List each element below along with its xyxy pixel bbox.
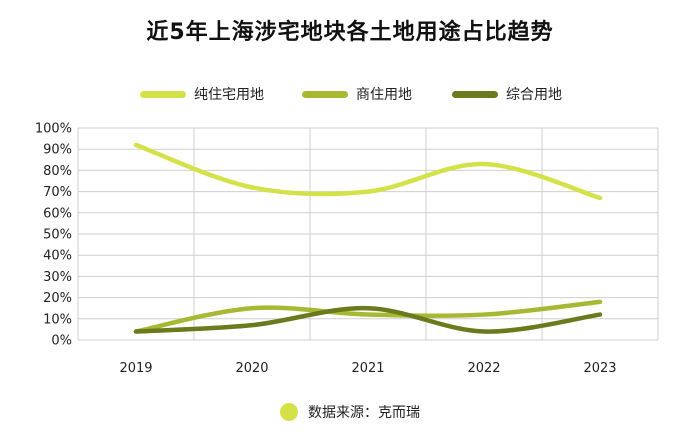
- y-tick-label: 80%: [43, 164, 72, 179]
- legend-label-commercial-residential: 商住用地: [356, 87, 412, 103]
- legend-label-residential: 纯住宅用地: [194, 87, 264, 103]
- y-tick-label: 90%: [43, 143, 72, 158]
- x-tick-label: 2019: [119, 361, 152, 376]
- x-tick-label: 2022: [467, 361, 500, 376]
- x-tick-label: 2023: [583, 361, 616, 376]
- source-text: 数据来源：克而瑞: [308, 405, 420, 421]
- y-tick-label: 30%: [43, 270, 72, 285]
- chart-legend: 纯住宅用地 商住用地 综合用地: [0, 82, 700, 106]
- legend-swatch-mixed-use: [452, 90, 498, 98]
- y-tick-label: 50%: [43, 228, 72, 243]
- legend-swatch-residential: [140, 90, 186, 98]
- legend-item-mixed-use: 综合用地: [452, 82, 562, 106]
- y-tick-label: 0%: [51, 334, 72, 349]
- x-tick-label: 2021: [351, 361, 384, 376]
- y-tick-label: 70%: [43, 185, 72, 200]
- series-line-0: [133, 142, 603, 201]
- y-tick-label: 10%: [43, 312, 72, 327]
- legend-label-mixed-use: 综合用地: [506, 87, 562, 103]
- x-tick-label: 2020: [235, 361, 268, 376]
- legend-item-commercial-residential: 商住用地: [302, 82, 412, 106]
- source-dot-icon: [280, 403, 298, 421]
- legend-swatch-commercial-residential: [302, 90, 348, 98]
- y-tick-label: 60%: [43, 206, 72, 221]
- y-tick-label: 100%: [35, 122, 72, 137]
- y-tick-label: 40%: [43, 249, 72, 264]
- legend-item-residential: 纯住宅用地: [140, 82, 264, 106]
- chart-title: 近5年上海涉宅地块各土地用途占比趋势: [146, 20, 554, 45]
- y-tick-label: 20%: [43, 291, 72, 306]
- data-source: 数据来源：克而瑞: [0, 400, 700, 424]
